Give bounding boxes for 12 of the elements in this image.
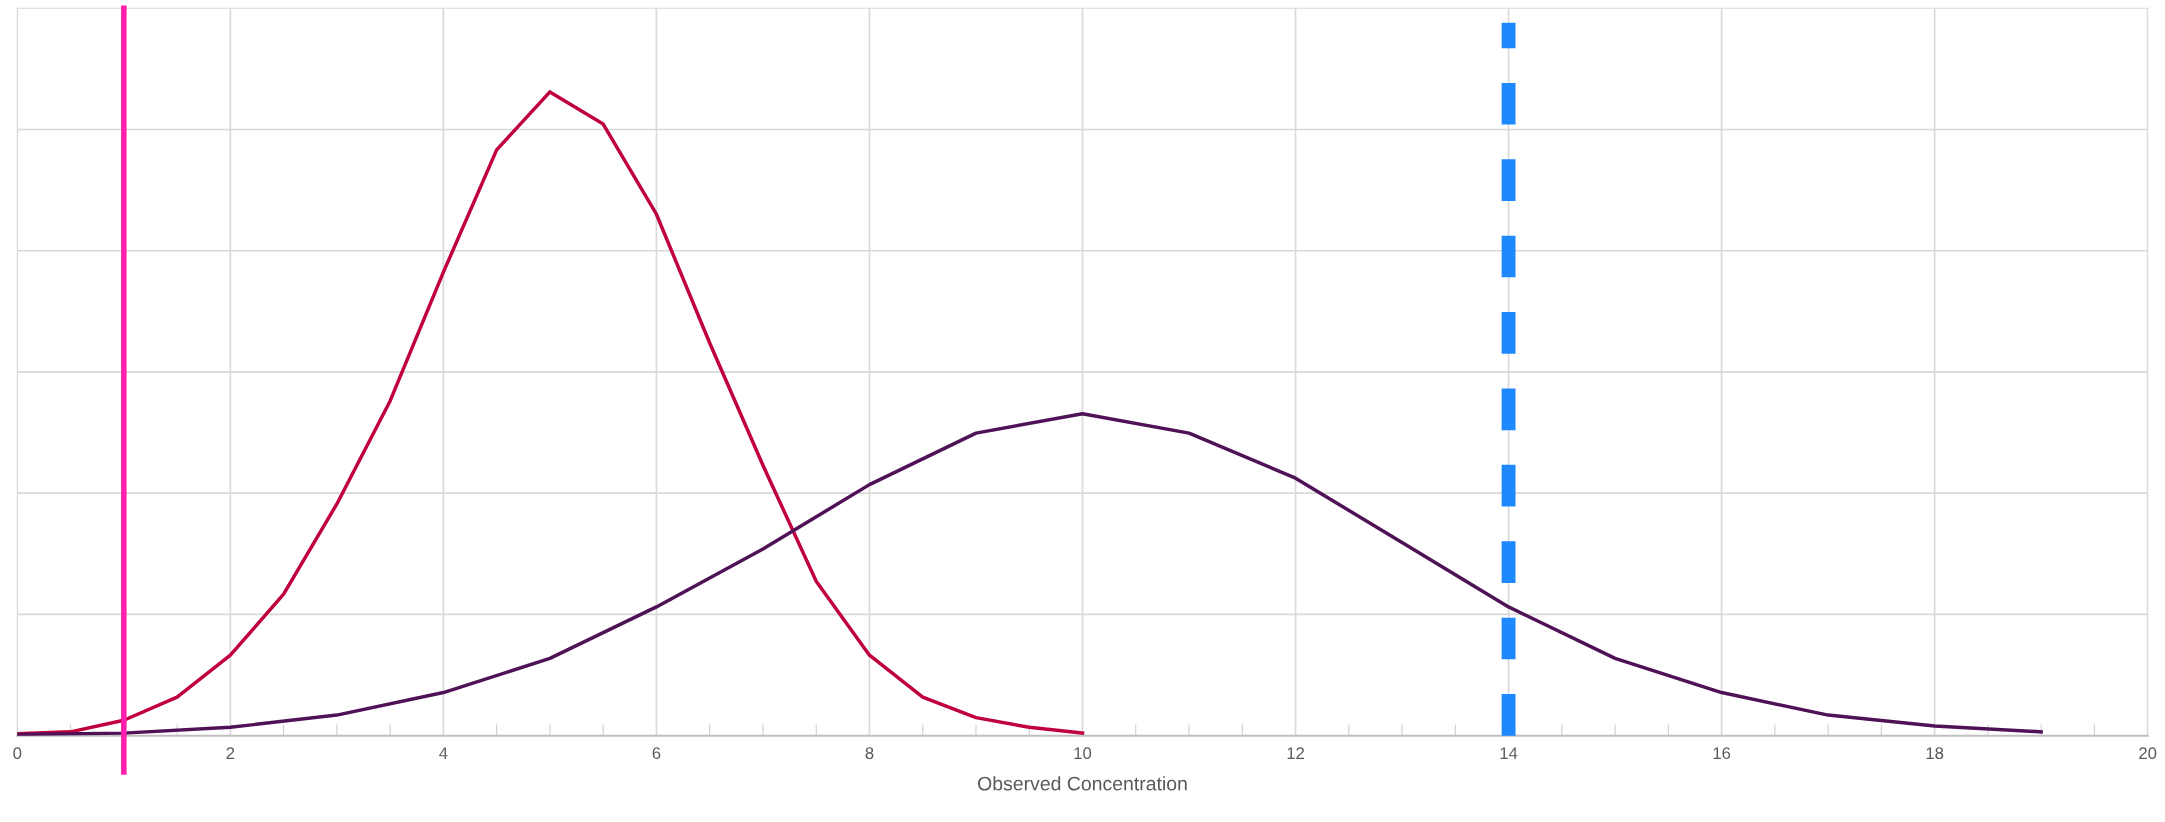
- x-tick-label: 10: [1074, 747, 1092, 760]
- x-tick-label: 14: [1500, 747, 1518, 759]
- x-tick-label: 12: [1287, 747, 1304, 759]
- x-tick-label: 4: [439, 747, 448, 759]
- x-tick-label: 16: [1713, 747, 1731, 760]
- x-tick-label: 0: [13, 747, 22, 760]
- x-tick-label: 6: [652, 747, 661, 760]
- x-tick-label: 18: [1926, 747, 1944, 760]
- x-axis-title: Observed Concentration: [978, 776, 1187, 791]
- x-tick-label: 2: [226, 747, 235, 759]
- x-tick-label: 8: [865, 747, 874, 760]
- x-tick-label: 20: [2139, 747, 2157, 760]
